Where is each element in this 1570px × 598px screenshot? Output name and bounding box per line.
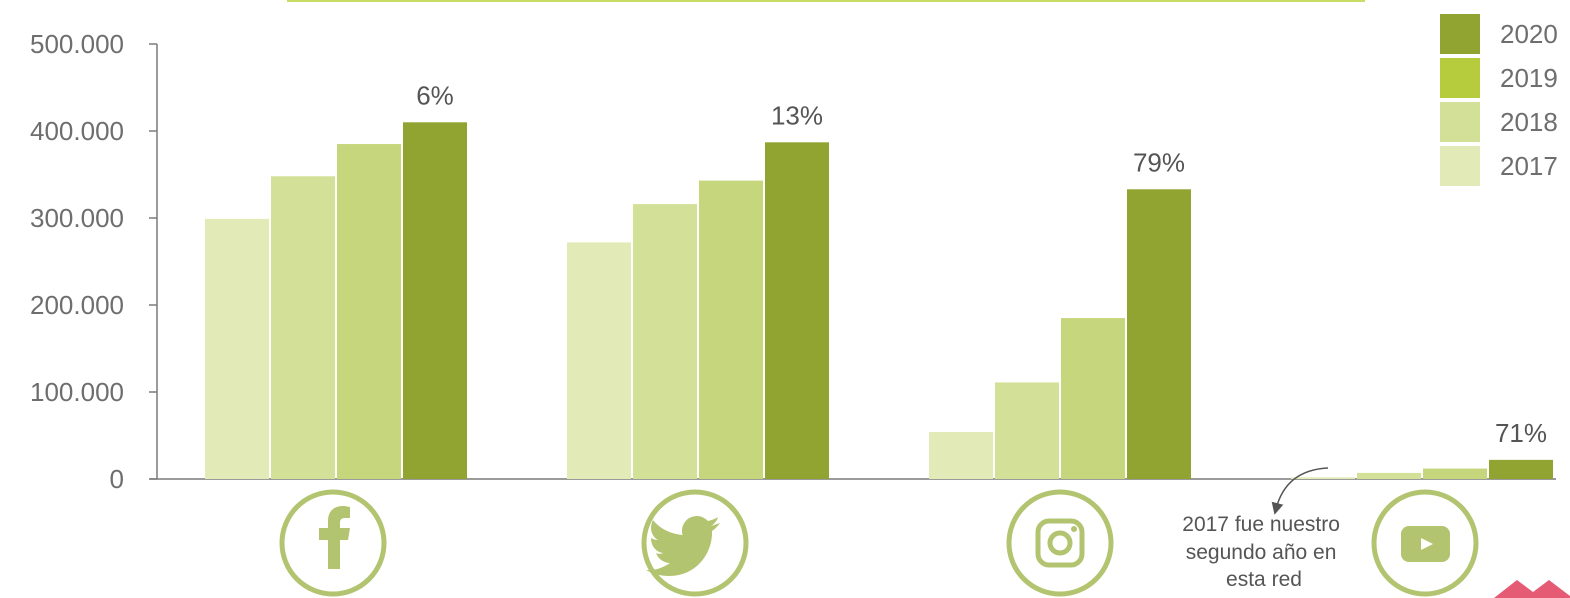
legend-swatch-2018	[1440, 102, 1480, 142]
bar-instagram-2020	[1127, 189, 1191, 480]
instagram-icon	[1006, 489, 1114, 597]
y-tick-label: 0	[110, 464, 124, 494]
logo-icon	[1494, 580, 1570, 598]
bar-twitter-2020	[765, 142, 829, 479]
youtube-icon	[1371, 489, 1479, 597]
annotation-line-3: esta red	[1226, 568, 1302, 591]
legend-swatch-2017	[1440, 146, 1480, 186]
twitter-icon	[641, 489, 749, 597]
annotation: 2017 fue nuestro segundo año en esta red	[1182, 467, 1345, 591]
bar-instagram-2018	[995, 382, 1059, 479]
bar-facebook-2020	[403, 122, 467, 480]
bars	[205, 122, 1553, 480]
y-axis: 500.000 400.000 300.000 200.000 100.000 0	[30, 29, 158, 494]
bar-instagram-2019	[1061, 318, 1125, 479]
bar-youtube-2020	[1489, 459, 1553, 479]
bar-facebook-2017	[205, 218, 269, 479]
growth-labels: 6% 13% 79% 71%	[416, 80, 1547, 448]
growth-label: 71%	[1495, 418, 1547, 448]
legend-label-2017: 2017	[1500, 151, 1558, 181]
bar-twitter-2018	[633, 204, 697, 479]
legend-swatch-2019	[1440, 58, 1480, 98]
y-tick-label: 300.000	[30, 203, 124, 233]
legend: 2020 2019 2018 2017	[1440, 14, 1558, 186]
growth-label: 6%	[416, 80, 454, 110]
annotation-text: 2017 fue nuestro segundo año en esta red	[1182, 513, 1345, 591]
facebook-icon	[279, 489, 387, 597]
legend-swatch-2020	[1440, 14, 1480, 54]
y-tick-label: 400.000	[30, 116, 124, 146]
annotation-arrow	[1271, 467, 1329, 515]
bar-youtube-2019	[1423, 468, 1487, 479]
y-tick-label: 100.000	[30, 377, 124, 407]
y-tick-label: 500.000	[30, 29, 124, 59]
bar-youtube-2017	[1291, 477, 1355, 479]
bar-youtube-2018	[1357, 472, 1421, 479]
y-tick-label: 200.000	[30, 290, 124, 320]
bar-twitter-2017	[567, 242, 631, 479]
bar-twitter-2019	[699, 180, 763, 479]
legend-label-2019: 2019	[1500, 63, 1558, 93]
bar-facebook-2019	[337, 144, 401, 480]
bar-facebook-2018	[271, 176, 335, 480]
annotation-line-1: 2017 fue nuestro	[1182, 513, 1340, 536]
legend-label-2018: 2018	[1500, 107, 1558, 137]
growth-label: 79%	[1133, 147, 1185, 177]
bar-instagram-2017	[929, 432, 993, 479]
growth-label: 13%	[771, 100, 823, 130]
legend-label-2020: 2020	[1500, 19, 1558, 49]
annotation-line-2: segundo año en	[1186, 541, 1337, 564]
